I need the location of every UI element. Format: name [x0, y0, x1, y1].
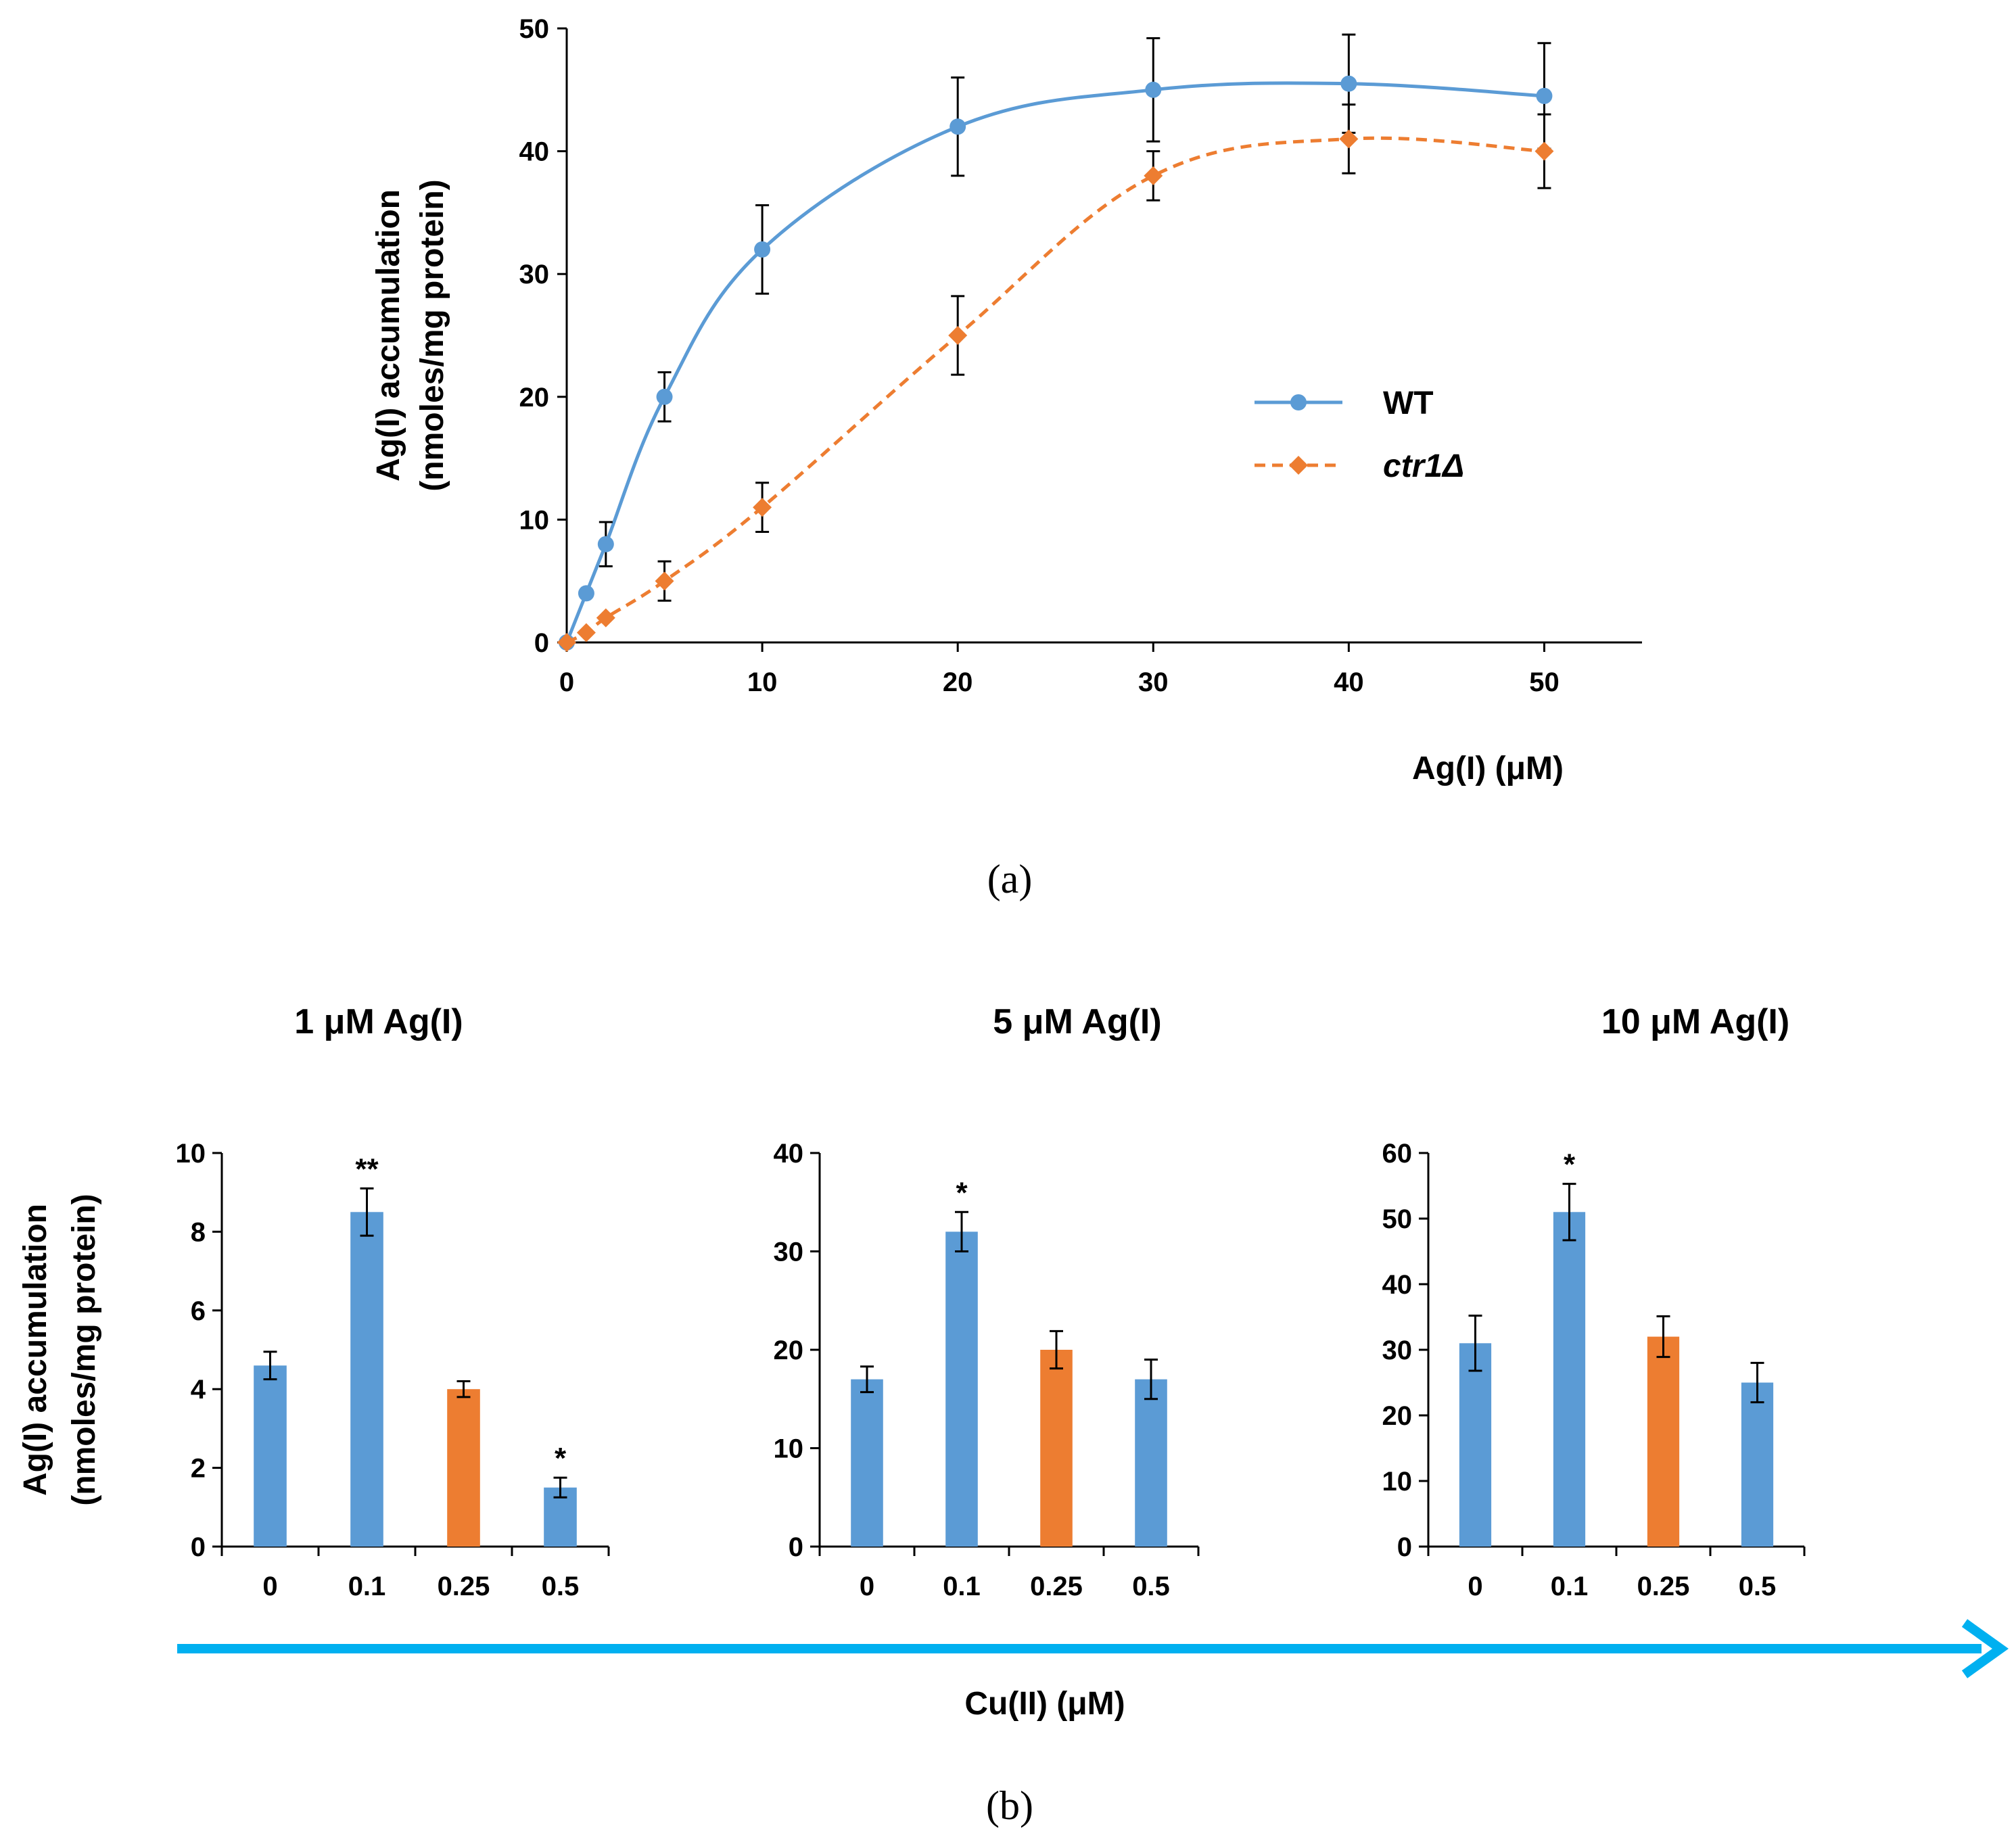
legend-label-ctr1: ctr1Δ — [1383, 448, 1464, 484]
x-tick-label: 0.5 — [1132, 1572, 1170, 1601]
cu-concentration-arrow — [177, 1619, 2009, 1678]
x-tick-label: 0 — [262, 1572, 277, 1601]
y-tick-label: 10 — [519, 505, 550, 535]
panel-b2-bar-chart: 5 μM Ag(I) 0 10 20 30 40 0 * 0.1 0.25 0.5 — [774, 1002, 1200, 1601]
data-point-wt — [1145, 81, 1162, 98]
panel-b3-bar-chart: 10 μM Ag(I) 0 10 20 30 40 50 60 0 * 0.1 0.25 0.5 — [1382, 1002, 1806, 1601]
x-tick-label: 30 — [1138, 667, 1169, 697]
data-point-ctr1 — [1534, 141, 1554, 161]
y-axis-label-line1: Ag(I) accumulation — [18, 1204, 53, 1496]
data-point-wt — [950, 118, 966, 135]
data-point-ctr1 — [557, 633, 576, 652]
significance-marker: ** — [355, 1152, 379, 1185]
x-tick-label: 40 — [1334, 667, 1364, 697]
significance-marker: * — [956, 1176, 968, 1209]
x-tick-label: 0.25 — [438, 1572, 490, 1601]
data-point-ctr1 — [1144, 166, 1163, 185]
y-tick-label: 0 — [1397, 1532, 1412, 1562]
series-line-wt — [565, 81, 1545, 643]
y-tick-label: 30 — [774, 1238, 804, 1267]
y-tick-label: 0 — [191, 1532, 206, 1562]
y-tick-label: 20 — [774, 1336, 804, 1365]
y-tick-label: 50 — [519, 14, 550, 44]
y-tick-label: 2 — [191, 1454, 206, 1484]
data-point-ctr1 — [753, 498, 772, 517]
bar-0_5 — [1741, 1382, 1774, 1547]
x-tick-label: 0.1 — [348, 1572, 386, 1601]
x-tick-label: 0.25 — [1637, 1572, 1690, 1601]
x-tick-label: 0.1 — [943, 1572, 981, 1601]
chart-title: 1 μM Ag(I) — [294, 1002, 463, 1041]
y-tick-label: 0 — [534, 628, 549, 658]
x-axis-label: Ag(I) (μM) — [1412, 751, 1564, 786]
x-tick-label: 10 — [747, 667, 778, 697]
y-tick-label: 30 — [519, 260, 550, 289]
chart-title: 10 μM Ag(I) — [1601, 1002, 1789, 1041]
y-axis-label-line2: (nmoles/mg protein) — [415, 179, 450, 491]
bar-0_1 — [350, 1212, 383, 1547]
x-tick-label: 50 — [1529, 667, 1560, 697]
bar-0_25 — [1040, 1350, 1073, 1547]
y-tick-label: 50 — [1382, 1204, 1413, 1234]
x-tick-label: 0 — [559, 667, 574, 697]
data-point-ctr1 — [948, 326, 968, 345]
y-tick-label: 10 — [1382, 1467, 1413, 1497]
x-tick-label: 0 — [1468, 1572, 1482, 1601]
y-tick-label: 10 — [176, 1139, 206, 1169]
bar-0 — [254, 1365, 287, 1547]
bar-0_1 — [1553, 1212, 1586, 1547]
y-tick-label: 8 — [191, 1217, 206, 1247]
x-tick-label: 20 — [943, 667, 973, 697]
data-point-ctr1 — [655, 571, 674, 591]
bar-0_25 — [447, 1389, 480, 1547]
bar-0_5 — [1135, 1379, 1167, 1547]
caption-b: (b) — [986, 1783, 1033, 1828]
data-point-wt — [754, 241, 771, 258]
data-point-ctr1 — [1339, 129, 1359, 149]
bar-0 — [1459, 1343, 1492, 1547]
data-point-wt — [1536, 87, 1553, 104]
y-tick-label: 40 — [1382, 1270, 1413, 1300]
data-point-wt — [578, 585, 594, 602]
x-tick-label: 0 — [860, 1572, 874, 1601]
x-tick-label: 0.25 — [1030, 1572, 1083, 1601]
y-tick-label: 0 — [789, 1532, 803, 1562]
y-tick-label: 60 — [1382, 1139, 1413, 1169]
bar-0 — [851, 1379, 883, 1547]
y-tick-label: 4 — [191, 1375, 206, 1405]
bar-0_25 — [1647, 1336, 1680, 1547]
bar-0_1 — [945, 1231, 978, 1547]
y-axis-label-line1: Ag(I) accumulation — [371, 189, 406, 481]
data-point-ctr1 — [576, 623, 596, 642]
panel-a-line-chart: 0 10 20 30 40 50 0 10 20 30 40 50 Ag(I) (μM) Ag(I) ac… — [371, 14, 1642, 786]
x-tick-label: 0.5 — [1739, 1572, 1777, 1601]
legend-marker-ctr1 — [1289, 456, 1308, 475]
data-point-ctr1 — [596, 608, 615, 628]
legend-marker-wt — [1290, 394, 1307, 410]
y-tick-label: 20 — [519, 383, 550, 413]
significance-marker: * — [1564, 1148, 1576, 1181]
shared-xlabel-b: Cu(II) (μM) — [964, 1686, 1125, 1722]
legend-label-wt: WT — [1383, 385, 1434, 421]
data-point-wt — [597, 536, 614, 552]
data-point-wt — [1340, 75, 1357, 92]
y-tick-label: 30 — [1382, 1336, 1413, 1365]
data-point-wt — [656, 388, 673, 405]
y-tick-label: 20 — [1382, 1401, 1413, 1431]
series-line-ctr1 — [565, 136, 1545, 644]
x-tick-label: 0.5 — [542, 1572, 580, 1601]
y-tick-label: 40 — [774, 1139, 804, 1169]
chart-title: 5 μM Ag(I) — [993, 1002, 1161, 1041]
significance-marker: * — [555, 1442, 567, 1475]
y-tick-label: 10 — [774, 1434, 804, 1464]
arrow-head — [1961, 1619, 2009, 1678]
caption-a: (a) — [987, 857, 1033, 901]
panel-b1-bar-chart: 1 μM Ag(I) 0 2 4 6 8 10 0 ** 0.1 0.25 * 0.5 Ag(I) acc… — [18, 1002, 610, 1601]
y-axis-label-line2: (nmoles/mg protein) — [66, 1194, 102, 1505]
y-tick-label: 6 — [191, 1296, 206, 1326]
y-tick-label: 40 — [519, 137, 550, 167]
x-tick-label: 0.1 — [1551, 1572, 1589, 1601]
